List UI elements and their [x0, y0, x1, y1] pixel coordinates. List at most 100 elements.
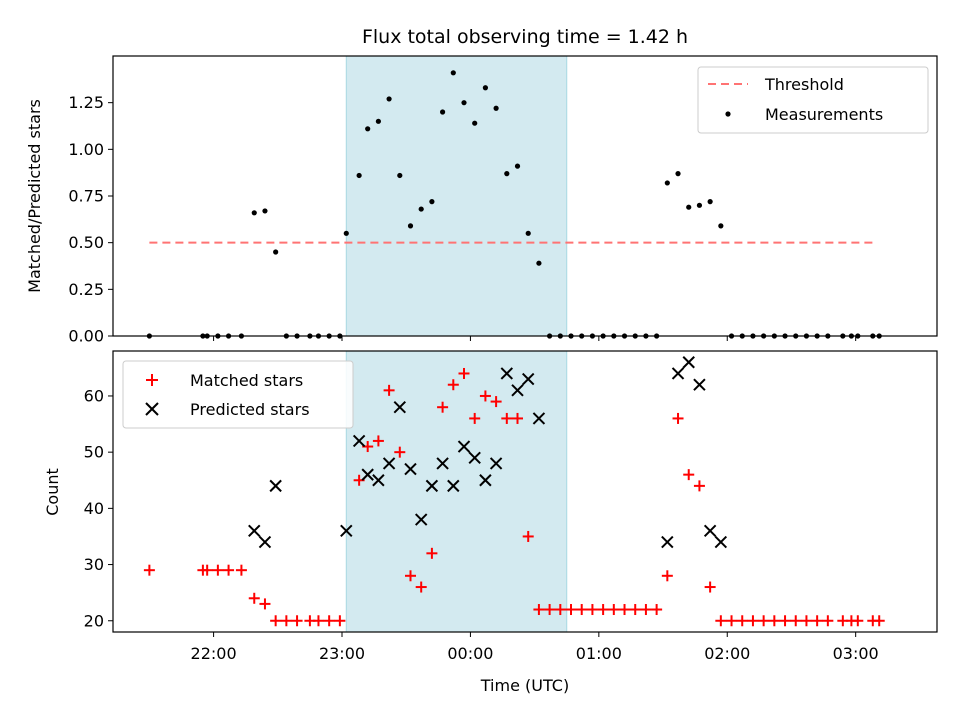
measurement-point — [696, 202, 703, 208]
measurement-point — [429, 199, 435, 205]
measurement-point — [514, 163, 521, 169]
matched-star-point — [259, 598, 271, 610]
legend-matched-swatch — [146, 374, 158, 386]
measurement-point — [450, 70, 456, 76]
measurement-point — [273, 249, 279, 255]
matched-star-point — [586, 604, 598, 616]
predicted-star-point — [393, 400, 407, 414]
matched-star-point — [334, 615, 346, 627]
measurement-point — [718, 223, 724, 229]
bottom-x-ticks: 22:00 23:00 00:00 01:00 02:00 03:00 — [191, 632, 879, 663]
matched-star-point — [758, 615, 770, 627]
matched-star-point — [372, 435, 384, 447]
measurement-point — [440, 109, 446, 115]
measurement-point — [686, 204, 692, 210]
matched-star-point — [726, 615, 738, 627]
matched-star-point — [248, 592, 260, 604]
matched-star-point — [779, 615, 791, 627]
matched-star-point — [490, 396, 502, 408]
matched-star-point — [597, 604, 609, 616]
measurement-point — [472, 120, 478, 126]
matched-star-point — [715, 615, 727, 627]
legend-predicted-swatch — [145, 402, 159, 416]
matched-star-point — [447, 379, 459, 391]
predicted-star-point — [661, 535, 674, 549]
measurement-point — [536, 260, 542, 266]
predicted-star-point — [457, 440, 471, 453]
bottom-y-ticks: 20 30 40 50 60 — [84, 386, 113, 630]
top-y-tick-label: 1.00 — [68, 140, 104, 159]
matched-star-point — [312, 615, 324, 627]
measurement-point — [675, 171, 681, 177]
top-y-tick-label: 0.75 — [68, 187, 104, 206]
matched-star-point — [404, 570, 416, 582]
matched-star-point — [822, 615, 834, 627]
matched-star-point — [790, 615, 802, 627]
legend-measurements-label: Measurements — [765, 105, 883, 124]
measurement-point — [461, 100, 467, 106]
measurement-point — [525, 230, 531, 236]
matched-star-point — [768, 615, 780, 627]
matched-star-point — [479, 390, 491, 402]
matched-star-point — [873, 615, 885, 627]
matched-star-point — [270, 615, 282, 627]
matched-star-point — [201, 564, 213, 576]
legend-threshold-label: Threshold — [764, 75, 844, 94]
chart-title: Flux total observing time = 1.42 h — [362, 26, 688, 48]
bottom-panel: 20 30 40 50 60 22:00 23:00 00:00 01:00 02:00 03:0… — [43, 350, 938, 695]
predicted-star-point — [248, 524, 261, 538]
matched-star-point — [235, 564, 247, 576]
top-y-tick-label: 1.25 — [68, 93, 104, 112]
matched-star-point — [522, 530, 534, 542]
predicted-star-point — [703, 524, 717, 538]
matched-star-point — [212, 564, 224, 576]
predicted-star-point — [414, 513, 428, 526]
matched-star-point — [291, 615, 303, 627]
predicted-star-point — [269, 479, 282, 493]
top-y-tick-label: 0.25 — [68, 280, 104, 299]
measurement-point — [343, 230, 349, 236]
x-axis-label: Time (UTC) — [480, 676, 569, 695]
measurement-point — [251, 210, 257, 216]
matched-star-point — [661, 570, 673, 582]
predicted-star-point — [500, 367, 514, 380]
measurement-point — [664, 180, 670, 186]
matched-star-point — [512, 412, 524, 424]
bottom-y-tick-label: 20 — [84, 611, 104, 630]
measurement-point — [356, 172, 362, 179]
predicted-star-point — [682, 356, 695, 369]
matched-star-point — [437, 401, 449, 413]
matched-star-point — [629, 604, 641, 616]
predicted-star-point — [352, 434, 366, 448]
predicted-star-point — [382, 457, 396, 470]
bottom-y-tick-label: 50 — [84, 443, 104, 462]
matched-star-point — [280, 615, 292, 627]
top-panel: 0.00 0.25 0.50 0.75 1.00 1.25 Matched/Predict… — [25, 55, 938, 346]
top-y-tick-label: 0.00 — [68, 327, 104, 346]
matched-star-point — [704, 581, 716, 593]
bottom-y-axis-label: Count — [43, 468, 62, 516]
matched-star-point — [565, 604, 577, 616]
matched-star-point — [223, 564, 235, 576]
x-tick-label: 03:00 — [833, 644, 879, 663]
matched-star-point — [811, 615, 823, 627]
matched-star-point — [554, 604, 566, 616]
predicted-star-point — [340, 524, 353, 538]
predicted-star-point — [714, 535, 728, 549]
predicted-star-point — [404, 462, 417, 476]
matched-star-point — [469, 412, 481, 424]
top-y-ticks: 0.00 0.25 0.50 0.75 1.00 1.25 — [68, 93, 113, 346]
predicted-star-point — [671, 367, 685, 380]
legend-measurements-swatch — [725, 111, 731, 117]
predicted-star-point — [489, 457, 503, 470]
matched-star-point — [800, 615, 812, 627]
matched-star-point — [736, 615, 748, 627]
bottom-highlight-band — [345, 350, 568, 633]
matched-star-point — [672, 412, 684, 424]
x-tick-label: 00:00 — [447, 644, 493, 663]
matched-star-point — [640, 604, 652, 616]
matched-star-point — [458, 367, 470, 379]
measurement-point — [707, 199, 713, 205]
top-x-ticks — [213, 336, 857, 341]
predicted-star-point — [468, 451, 481, 464]
